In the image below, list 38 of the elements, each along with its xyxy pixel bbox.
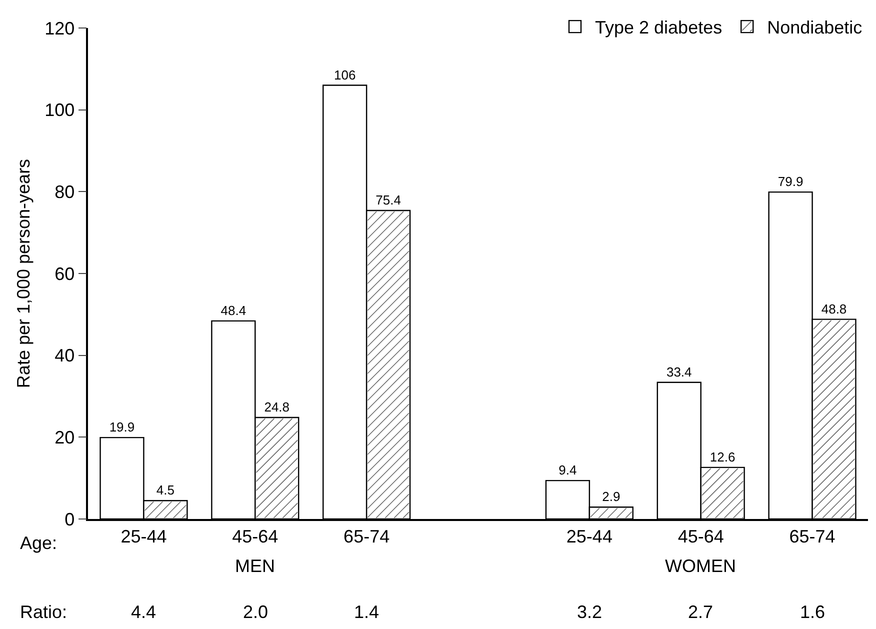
data-label: 24.8 xyxy=(264,400,290,415)
data-label: 106 xyxy=(334,67,356,82)
data-label: 48.4 xyxy=(220,302,246,318)
y-tick-label: 0 xyxy=(64,509,75,530)
y-tick-label: 100 xyxy=(44,100,75,120)
text: 2.7 xyxy=(688,602,714,622)
y-tick-label: 80 xyxy=(54,182,75,202)
x-tick-label: 45-64 xyxy=(232,526,278,546)
text: WOMEN xyxy=(665,556,736,576)
legend-label: Nondiabetic xyxy=(767,18,862,38)
data-label: 4.5 xyxy=(156,482,174,498)
data-label: 12.6 xyxy=(710,449,736,464)
legend-label: Type 2 diabetes xyxy=(595,18,722,38)
text: 2.0 xyxy=(243,602,268,622)
data-label: 75.4 xyxy=(376,192,401,208)
x-tick-label: 25-44 xyxy=(566,526,612,546)
y-tick-label: 120 xyxy=(44,18,75,38)
y-axis-title: Rate per 1,000 person-years xyxy=(13,158,34,388)
data-label: 9.4 xyxy=(558,462,577,478)
x-tick-label: 45-64 xyxy=(678,526,724,546)
text: 1.6 xyxy=(800,602,826,622)
y-tick-label: 60 xyxy=(54,264,75,284)
text: 4.4 xyxy=(131,602,156,622)
text: 3.2 xyxy=(577,602,602,622)
x-tick-label: 25-44 xyxy=(120,526,167,546)
data-label: 2.9 xyxy=(602,489,620,504)
text: Age: xyxy=(20,533,58,553)
data-label: 79.9 xyxy=(778,174,804,190)
y-tick-label: 40 xyxy=(54,346,75,366)
x-tick-label: 65-74 xyxy=(344,526,390,546)
data-label: 48.8 xyxy=(821,301,847,316)
text: MEN xyxy=(235,556,275,576)
text: 1.4 xyxy=(354,602,380,622)
x-tick-label: 65-74 xyxy=(789,526,836,546)
y-tick-label: 20 xyxy=(54,427,75,448)
data-label: 19.9 xyxy=(109,420,135,435)
text: Ratio: xyxy=(20,602,68,622)
data-label: 33.4 xyxy=(666,364,692,380)
